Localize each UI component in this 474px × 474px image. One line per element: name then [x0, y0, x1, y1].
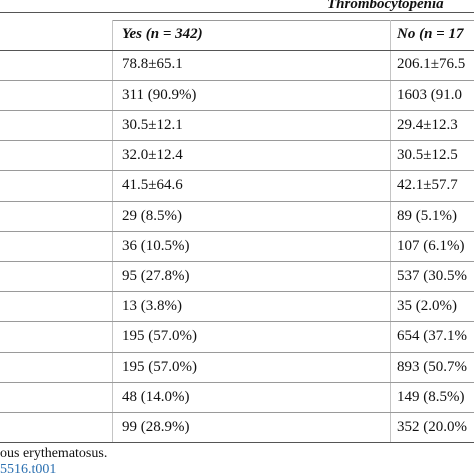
cell-no: 29.4±12.3	[397, 117, 458, 133]
cell-yes: 195 (57.0%)	[122, 359, 197, 375]
cell-no: 149 (8.5%)	[397, 389, 465, 405]
cell-yes: 78.8±65.1	[122, 56, 183, 72]
cell-yes: 48 (14.0%)	[122, 389, 190, 405]
cell-yes: 41.5±64.6	[122, 177, 183, 193]
cell-no: 35 (2.0%)	[397, 298, 457, 314]
cell-no: 42.1±57.7	[397, 177, 458, 193]
cell-no: 537 (30.5%	[397, 268, 467, 284]
row-divider	[0, 412, 474, 413]
row-divider	[0, 80, 474, 81]
cell-no: 1603 (91.0	[397, 87, 462, 103]
row-divider	[0, 231, 474, 232]
column-header-no: No (n = 17	[397, 26, 464, 42]
row-divider	[0, 321, 474, 322]
row-divider	[0, 352, 474, 353]
cell-no: 893 (50.7%	[397, 359, 467, 375]
row-divider	[0, 140, 474, 141]
cell-no: 206.1±76.5	[397, 56, 466, 72]
row-divider	[0, 291, 474, 292]
group-header-thrombocytopenia: Thrombocytopenia	[327, 0, 444, 12]
group-header-underline	[113, 20, 474, 21]
cell-no: 654 (37.1%	[397, 328, 467, 344]
cell-yes: 36 (10.5%)	[122, 238, 190, 254]
cell-yes: 95 (27.8%)	[122, 268, 190, 284]
table-footnote: ous erythematosus.	[0, 446, 108, 461]
cell-yes: 30.5±12.1	[122, 117, 183, 133]
header-bottom-rule	[0, 50, 474, 51]
table-bottom-rule	[0, 442, 474, 443]
cell-no: 107 (6.1%)	[397, 238, 465, 254]
cell-yes: 13 (3.8%)	[122, 298, 182, 314]
table-top-rule	[0, 12, 474, 13]
row-divider	[0, 261, 474, 262]
cell-yes: 311 (90.9%)	[122, 87, 197, 103]
cell-yes: 195 (57.0%)	[122, 328, 197, 344]
row-divider	[0, 170, 474, 171]
row-divider	[0, 201, 474, 202]
column-header-yes: Yes (n = 342)	[122, 26, 203, 42]
cell-no: 30.5±12.5	[397, 147, 458, 163]
doi-link[interactable]: 5516.t001	[0, 462, 57, 474]
cell-yes: 99 (28.9%)	[122, 419, 190, 435]
cell-yes: 32.0±12.4	[122, 147, 183, 163]
row-divider	[0, 110, 474, 111]
cell-no: 352 (20.0%	[397, 419, 467, 435]
row-divider	[0, 382, 474, 383]
cell-no: 89 (5.1%)	[397, 208, 457, 224]
cell-yes: 29 (8.5%)	[122, 208, 182, 224]
